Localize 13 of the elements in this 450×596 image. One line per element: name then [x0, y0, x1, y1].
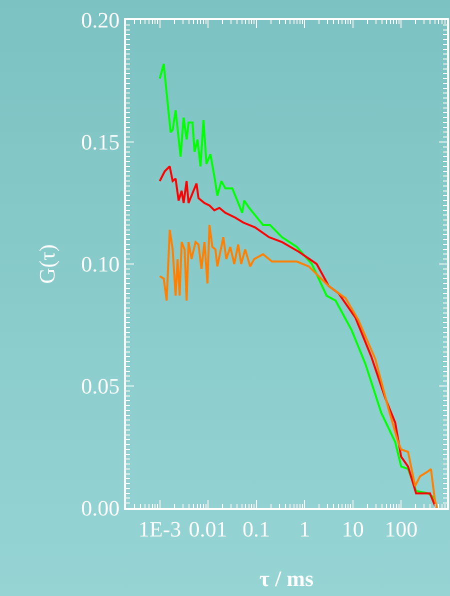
x-tick-label: 1E-3	[138, 516, 182, 542]
y-tick-label: 0.00	[81, 496, 120, 521]
y-tick-label: 0.20	[81, 8, 120, 33]
y-axis-title: G(τ)	[34, 244, 60, 284]
y-tick-label: 0.10	[81, 252, 120, 277]
x-tick-label: 0.1	[242, 516, 270, 542]
x-axis-title: τ / ms	[259, 566, 314, 591]
x-tick-label: 10	[342, 516, 364, 542]
x-tick-label: 100	[384, 516, 418, 542]
y-tick-label: 0.05	[81, 374, 120, 399]
x-tick-label: 1	[299, 516, 310, 542]
x-tick-label: 0.01	[188, 516, 228, 542]
y-tick-label: 0.15	[81, 130, 120, 155]
